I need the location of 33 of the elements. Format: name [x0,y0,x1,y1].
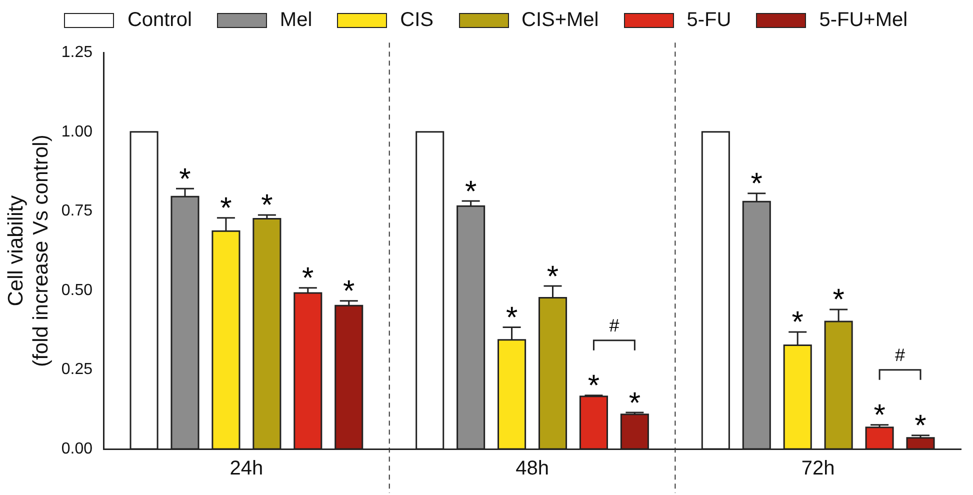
annotation: * [179,162,192,196]
legend-label: 5-FU [686,8,732,32]
legend-label: CIS [400,8,434,32]
annotation: # [609,315,620,336]
annotation: * [874,399,886,432]
annotation: * [506,301,518,334]
legend-label: CIS+Mel [522,8,599,32]
y-tick-label: 0.50 [61,282,93,299]
annotation: * [832,284,845,317]
annotation: * [628,386,641,420]
annotation: * [464,175,477,208]
y-tick-label: 0.75 [61,202,93,220]
y-tick-label: 1.25 [61,44,93,62]
y-tick-label: 0.00 [61,440,93,458]
annotation: * [792,306,804,340]
annotation: * [750,168,763,201]
annotation: * [588,370,600,403]
y-axis-title: Cell viability (fold increase Vs control) [4,134,53,367]
annotation: * [914,410,927,443]
x-tick-label: 72h [801,458,835,480]
y-tick-label: 0.25 [61,361,93,378]
annotation: * [546,260,559,294]
annotation: * [343,275,356,308]
annotation: * [302,262,314,296]
legend-label: Control [127,8,192,32]
legend-label: Mel [280,8,312,32]
annotation: # [895,344,906,365]
annotation: * [261,189,274,222]
annotation: * [220,192,232,226]
legend-label: 5-FU+Mel [819,8,908,32]
x-tick-label: 24h [230,458,264,480]
y-tick-label: 1.00 [61,123,93,140]
x-tick-label: 48h [516,458,549,480]
